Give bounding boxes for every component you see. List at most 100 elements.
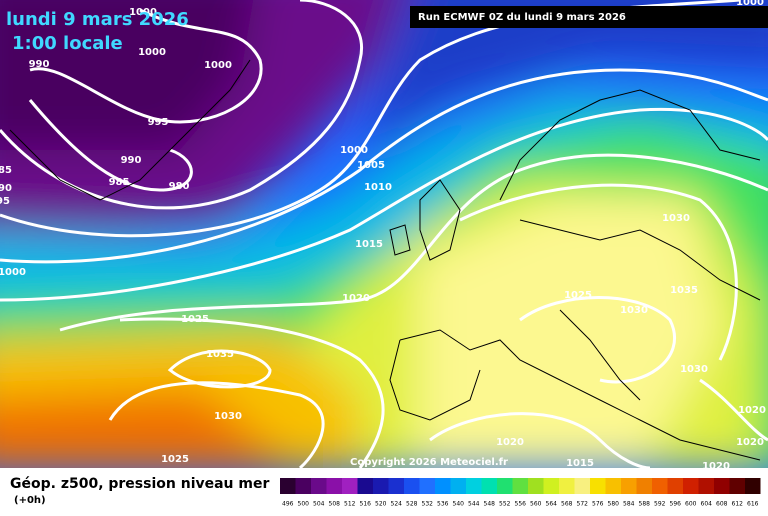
isobar-label: 1025 <box>181 314 209 325</box>
scale-label: 604 <box>701 501 713 508</box>
legend-title: Géop. z500, pression niveau mer <box>10 476 269 492</box>
isobar-label: 1025 <box>564 290 592 301</box>
scale-label: 600 <box>685 501 697 508</box>
scale-swatch <box>698 478 714 494</box>
coastlines <box>9 59 761 461</box>
isobar-label: 1025 <box>161 454 189 465</box>
isobar-label: 1030 <box>620 305 648 316</box>
isobar-label: 1005 <box>357 160 385 171</box>
isobar-label: 980 <box>169 181 190 192</box>
scale-swatch <box>342 478 358 494</box>
isobar-label: 990 <box>29 59 50 70</box>
isobar-label: 1000 <box>736 0 764 8</box>
scale-swatch <box>636 478 652 494</box>
isobar-label: 1000 <box>138 47 166 58</box>
isobar-label: 985 <box>109 177 130 188</box>
isobar-label: 1030 <box>680 364 708 375</box>
scale-label: 576 <box>592 501 604 508</box>
scale-label: 496 <box>282 501 294 508</box>
scale-label: 612 <box>732 501 744 508</box>
scale-swatch <box>729 478 745 494</box>
scale-label: 592 <box>654 501 666 508</box>
scale-label: 540 <box>453 501 465 508</box>
scale-swatch <box>435 478 451 494</box>
scale-swatch <box>528 478 544 494</box>
field: 1000 1000 990 1000 995 990 985 980 1000 1005 1010 1… <box>0 0 768 472</box>
scale-label: 500 <box>298 501 310 508</box>
isobar-label: 1035 <box>206 349 234 360</box>
scale-swatch <box>388 478 404 494</box>
scale-label: 532 <box>422 501 434 508</box>
scale-label: 616 <box>747 501 759 508</box>
scale-label: 544 <box>468 501 480 508</box>
scale-label: 596 <box>670 501 682 508</box>
scale-label: 536 <box>437 501 449 508</box>
scale-swatch <box>497 478 513 494</box>
isobar-label: 1030 <box>662 213 690 224</box>
scale-label: 512 <box>344 501 356 508</box>
scale-label: 560 <box>530 501 542 508</box>
scale-swatch <box>683 478 699 494</box>
scale-swatch <box>295 478 311 494</box>
isobar-label: 1035 <box>670 285 698 296</box>
scale-swatch <box>466 478 482 494</box>
isobar-label: 1015 <box>566 458 594 469</box>
scale-swatch <box>590 478 606 494</box>
scale-swatch <box>605 478 621 494</box>
scale-swatch <box>512 478 528 494</box>
map-time: 1:00 locale <box>12 33 123 54</box>
run-banner <box>410 6 768 28</box>
isobar-label: 1020 <box>702 461 730 472</box>
isobar-label: 1020 <box>738 405 766 416</box>
scale-swatch <box>326 478 342 494</box>
scale-label: 548 <box>484 501 496 508</box>
isobar-label: 1000 <box>129 7 157 18</box>
scale-swatch <box>543 478 559 494</box>
scale-label: 504 <box>313 501 325 508</box>
scale-label: 568 <box>561 501 573 508</box>
scale-swatch <box>450 478 466 494</box>
scale-swatch <box>311 478 327 494</box>
scale-label: 516 <box>360 501 372 508</box>
scale-swatch <box>621 478 637 494</box>
isobar-label: 1020 <box>496 437 524 448</box>
scale-swatch <box>280 478 296 494</box>
scale-swatch <box>419 478 435 494</box>
scale-label: 556 <box>515 501 527 508</box>
scale-label: 524 <box>391 501 403 508</box>
scale-label: 564 <box>546 501 558 508</box>
legend-subtitle: (+0h) <box>14 495 46 506</box>
isobar-label: 1030 <box>214 411 242 422</box>
scale-swatch <box>373 478 389 494</box>
map-title: lundi 9 mars 2026 <box>6 9 189 30</box>
isobar-label: 1015 <box>355 239 383 250</box>
scale-label: 588 <box>639 501 651 508</box>
scale-swatch <box>745 478 761 494</box>
isobar-label: 95 <box>0 196 10 207</box>
scale-swatch <box>357 478 373 494</box>
isobar-label: 990 <box>121 155 142 166</box>
scale-label: 508 <box>329 501 341 508</box>
run-text: Run ECMWF 0Z du lundi 9 mars 2026 <box>418 12 626 23</box>
isobar-label: 1000 <box>204 60 232 71</box>
scale-swatch <box>714 478 730 494</box>
isobar-label: 1020 <box>342 293 370 304</box>
scale-label: 584 <box>623 501 635 508</box>
scale-label: 552 <box>499 501 511 508</box>
copyright: Copyright 2026 Meteociel.fr <box>350 457 508 468</box>
scale-label: 572 <box>577 501 589 508</box>
scale-label: 528 <box>406 501 418 508</box>
isobars <box>0 0 768 468</box>
isobar-label: 85 <box>0 165 12 176</box>
isobar-label: 1000 <box>0 267 26 278</box>
isobar-label: 1010 <box>364 182 392 193</box>
isobar-label: 1020 <box>736 437 764 448</box>
scale-swatch <box>574 478 590 494</box>
scale-label: 608 <box>716 501 728 508</box>
isobar-label: 90 <box>0 183 12 194</box>
scale-swatch <box>404 478 420 494</box>
isobar-label: 1000 <box>340 145 368 156</box>
scale-label: 520 <box>375 501 387 508</box>
scale-swatch <box>652 478 668 494</box>
